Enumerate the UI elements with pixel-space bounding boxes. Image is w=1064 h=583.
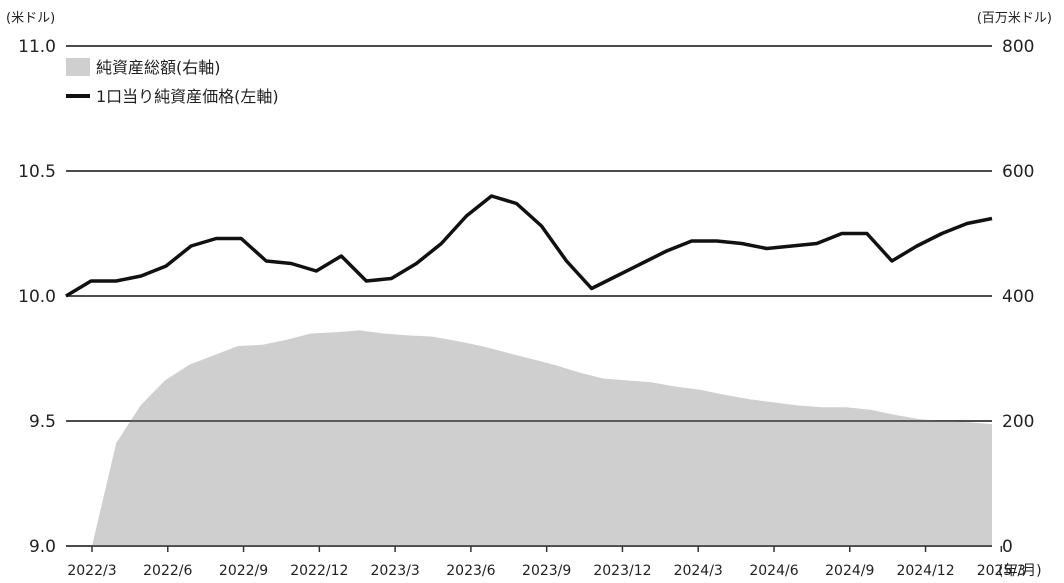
left-axis-tick-label: 10.0 [18, 287, 56, 307]
x-axis-tick-label: 2023/9 [522, 563, 571, 579]
left-axis-tick-label: 10.5 [18, 162, 56, 182]
x-axis-tick-label: 2024/3 [674, 563, 723, 579]
left-axis-tick-label: 9.0 [29, 537, 56, 557]
left-axis-unit: (米ドル) [6, 11, 55, 26]
right-axis-unit: (百万米ドル) [977, 11, 1052, 26]
x-axis-tick-label: 2023/12 [593, 563, 651, 579]
nav-per-unit-line [65, 194, 993, 298]
x-axis-tick-label: 2022/6 [143, 563, 192, 579]
x-axis-unit: (年/月) [998, 563, 1042, 579]
right-axis-tick-label: 400 [1002, 287, 1034, 307]
right-axis-tick-label: 200 [1002, 412, 1034, 432]
x-axis-tick-label: 2023/6 [446, 563, 495, 579]
net-assets-area [92, 330, 992, 546]
x-axis-tick-label: 2025/3 [977, 563, 1026, 579]
x-axis-tick-label: 2024/12 [896, 563, 954, 579]
x-axis-tick-label: 2022/3 [67, 563, 116, 579]
right-axis-tick-label: 0 [1002, 537, 1013, 557]
left-axis-tick-label: 9.5 [29, 412, 56, 432]
right-axis-tick-label: 800 [1002, 37, 1034, 57]
x-axis-tick-label: 2022/9 [219, 563, 268, 579]
legend: 純資産総額(右軸) 1口当り純資産価格(左軸) [66, 58, 279, 106]
legend-area-label: 純資産総額(右軸) [96, 58, 221, 77]
x-axis-tick-label: 2023/3 [370, 563, 419, 579]
x-axis-tick-label: 2024/6 [749, 563, 798, 579]
x-axis-tick-label: 2024/9 [825, 563, 874, 579]
right-axis: 800 600 400 200 0 [1002, 37, 1034, 557]
gridlines-overlay [66, 45, 992, 547]
left-axis-tick-label: 11.0 [18, 37, 56, 57]
net-assets-area-series [92, 330, 992, 546]
x-axis-tick-label: 2022/12 [290, 563, 348, 579]
right-axis-tick-label: 600 [1002, 162, 1034, 182]
nav-per-unit-line-series [65, 194, 993, 298]
legend-line-label: 1口当り純資産価格(左軸) [96, 87, 279, 106]
x-axis: 2022/3 2022/6 2022/9 2022/12 2023/3 2023/6 202… [67, 546, 1026, 579]
legend-area-swatch [66, 58, 90, 76]
left-axis: 11.0 10.5 10.0 9.5 9.0 [18, 37, 56, 557]
